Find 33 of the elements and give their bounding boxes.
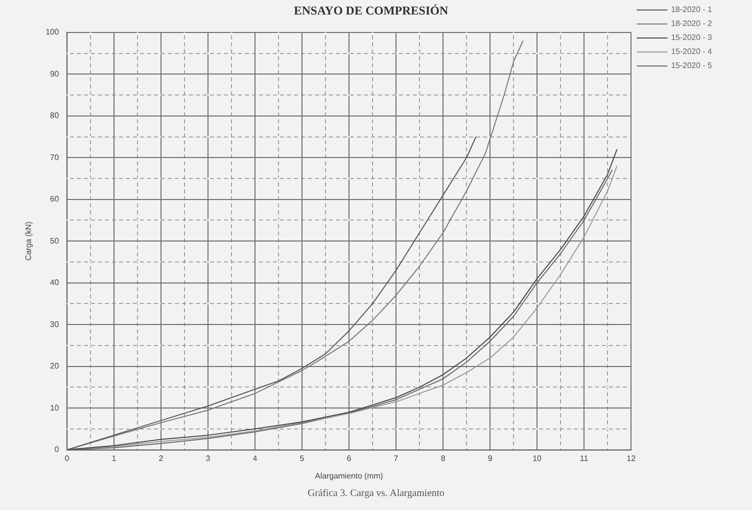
y-tick-label: 60 [50,194,60,204]
y-axis-title: Carga (kN) [24,221,34,261]
y-tick-label: 70 [50,152,60,162]
x-tick-label: 7 [394,454,399,463]
x-tick-label: 9 [488,454,493,463]
x-axis-title: Alargamiento (mm) [315,471,384,480]
x-tick-label: 12 [626,454,636,463]
y-tick-label: 0 [54,445,60,454]
x-tick-label: 1 [112,454,117,463]
legend-label: 18-2020 - 1 [671,5,713,14]
y-tick-label: 90 [50,69,60,78]
y-tick-label: 30 [50,320,60,329]
legend-label: 15-2020 - 3 [671,33,713,42]
y-tick-label: 80 [50,111,60,120]
x-tick-label: 2 [158,454,164,463]
x-tick-label: 3 [206,454,211,463]
x-tick-label: 11 [580,454,589,463]
legend-label: 15-2020 - 5 [671,61,713,70]
text: Gráfica 3. Carga vs. Alargamiento [306,488,446,499]
y-tick-label: 10 [50,403,60,412]
x-tick-label: 5 [300,454,305,463]
x-tick-label: 4 [252,454,258,463]
x-tick-label: 10 [532,454,542,463]
y-tick-label: 50 [50,236,60,246]
y-tick-label: 20 [50,362,60,371]
x-tick-label: 0 [64,454,70,463]
chart-title: ENSAYO DE COMPRESIÓN [294,3,448,18]
x-tick-label: 8 [440,454,446,463]
legend-label: 15-2020 - 4 [671,47,713,56]
y-tick-label: 40 [50,278,60,288]
y-tick-label: 100 [46,28,60,37]
x-tick-label: 6 [346,454,352,463]
legend-label: 18-2020 - 2 [671,19,713,28]
